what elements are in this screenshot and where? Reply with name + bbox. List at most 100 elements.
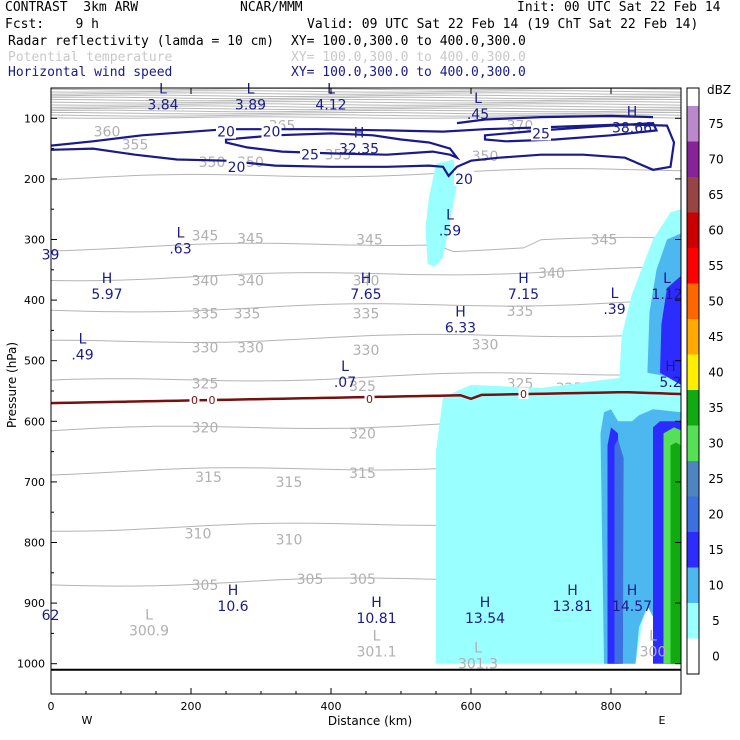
wind-extremum-type: L <box>341 359 349 375</box>
theta-contour-label: 305 <box>297 572 324 588</box>
forecast-hour: Fcst: 9 h <box>5 17 99 32</box>
upper-theta-line <box>51 96 681 100</box>
theta-contour-label: 320 <box>349 426 376 442</box>
upper-theta-line <box>51 94 681 98</box>
theta-contour-label: 325 <box>349 379 376 395</box>
colorbar-level-label: 40 <box>708 365 723 379</box>
y-tick-label: 1000 <box>17 658 45 671</box>
wind-contour-label: 25 <box>301 148 319 164</box>
wind-extremum-type: L <box>611 286 619 302</box>
wind-extremum-type: H <box>455 304 466 320</box>
theta-contour-label: 340 <box>192 274 219 290</box>
theta-contour-label: 345 <box>591 233 618 249</box>
colorbar-swatch <box>687 638 699 674</box>
wind-label-bg <box>226 158 247 174</box>
colorbar-swatch <box>687 532 699 568</box>
theta-contour-label: 335 <box>234 306 261 322</box>
wind-label-bg <box>300 146 320 162</box>
field-xy-theta: XY= 100.0,300.0 to 400.0,300.0 <box>291 50 526 65</box>
x-tick-label: 200 <box>181 700 202 713</box>
colorbar-level-label: 30 <box>708 436 723 450</box>
colorbar-level-label: 5 <box>712 614 720 628</box>
wind-extremum-value: 5.97 <box>91 287 122 303</box>
freezing-level-label: 0 <box>209 394 216 407</box>
wind-extremum-type: H <box>102 271 113 287</box>
wind-extremum-value: 3.84 <box>147 97 178 113</box>
freezing-level-label: 0 <box>191 394 198 407</box>
wind-extremum-type: H <box>480 595 491 611</box>
valid-time: Valid: 09 UTC Sat 22 Feb 14 (19 ChT Sat … <box>307 17 699 32</box>
wind-extremum-type: H <box>627 104 638 120</box>
upper-theta-line <box>51 98 681 102</box>
theta-contour-label: 355 <box>122 137 149 153</box>
theta-contour-label: 315 <box>195 470 222 486</box>
wind-contour-upper <box>456 114 654 125</box>
x-tick-label: 600 <box>461 700 482 713</box>
wind-extremum-value: 4.12 <box>315 97 346 113</box>
wind-label-bg <box>531 125 551 141</box>
freezing-label-bg <box>189 394 200 406</box>
colorbar-swatch <box>687 567 699 603</box>
wind-label-bg <box>261 123 282 139</box>
reflectivity-fill <box>425 159 681 664</box>
wind-extremum-value: 13.54 <box>465 611 505 627</box>
x-tick-label: 800 <box>601 700 622 713</box>
colorbar-level-label: 10 <box>708 578 723 592</box>
colorbar-frame <box>686 87 700 675</box>
theta-contour <box>51 298 681 313</box>
theta-contour-label: 315 <box>276 475 303 491</box>
wind-extremum-type: H <box>665 359 676 375</box>
theta-contour-label: 345 <box>237 231 264 247</box>
colorbar-swatch <box>687 354 699 390</box>
theta-contour-label: 315 <box>349 466 376 482</box>
colorbar-level-label: 65 <box>708 188 723 202</box>
east-label: E <box>659 714 666 727</box>
wind-extremum-value: 38.66 <box>612 120 652 136</box>
upper-theta-line <box>51 107 681 111</box>
x-axis-label: Distance (km) <box>328 714 412 728</box>
center-label: NCAR/MMM <box>240 0 303 15</box>
theta-extremum-value: 301.3 <box>458 657 498 673</box>
colorbar-swatch <box>687 496 699 532</box>
theta-contour-label: 340 <box>353 274 380 290</box>
colorbar-level-label: 35 <box>708 401 723 415</box>
y-tick-label: 700 <box>24 476 45 489</box>
theta-contour-label: 330 <box>353 343 380 359</box>
y-tick-label: 500 <box>24 355 45 368</box>
y-tick-label: 600 <box>24 415 45 428</box>
wind-extremum-type: H <box>627 583 638 599</box>
colorbar-unit: dBZ <box>707 83 731 97</box>
colorbar-swatch <box>687 248 699 284</box>
init-time: Init: 00 UTC Sat 22 Feb 14 <box>517 0 721 15</box>
wind-extremum-type: L <box>177 226 185 242</box>
y-tick-label: 200 <box>24 173 45 186</box>
wind-extremum-type: H <box>567 583 578 599</box>
wind-extremum-value: .63 <box>169 242 191 258</box>
wind-extremum-type: H <box>361 271 372 287</box>
colorbar-swatch <box>687 425 699 461</box>
reflectivity-region <box>425 159 457 267</box>
colorbar-level-label: 15 <box>708 543 723 557</box>
wind-label-bg <box>216 123 236 139</box>
theta-contour-label: 355 <box>325 148 352 164</box>
wind-extremum-value: 6.33 <box>445 320 476 336</box>
colorbar-level-label: 60 <box>708 223 723 237</box>
freezing-level-label: 0 <box>520 388 527 401</box>
x-tick-label: 400 <box>321 700 342 713</box>
wind-extremum-value: .49 <box>71 348 93 364</box>
colorbar-level-label: 70 <box>708 152 723 166</box>
wind-extremum-value: .39 <box>603 302 625 318</box>
colorbar-swatch <box>687 177 699 213</box>
y-tick-label: 900 <box>24 597 45 610</box>
colorbar-level-label: 20 <box>708 507 723 521</box>
theta-contour <box>51 168 681 181</box>
wind-extremum-value: .45 <box>467 107 489 123</box>
theta-extremum-type: L <box>145 607 153 623</box>
theta-contour <box>51 332 681 344</box>
wind-contour-25 <box>224 132 461 161</box>
colorbar-level-label: 25 <box>708 472 723 486</box>
theta-contour-label: 340 <box>538 266 565 282</box>
theta-contour-label: 345 <box>356 233 383 249</box>
